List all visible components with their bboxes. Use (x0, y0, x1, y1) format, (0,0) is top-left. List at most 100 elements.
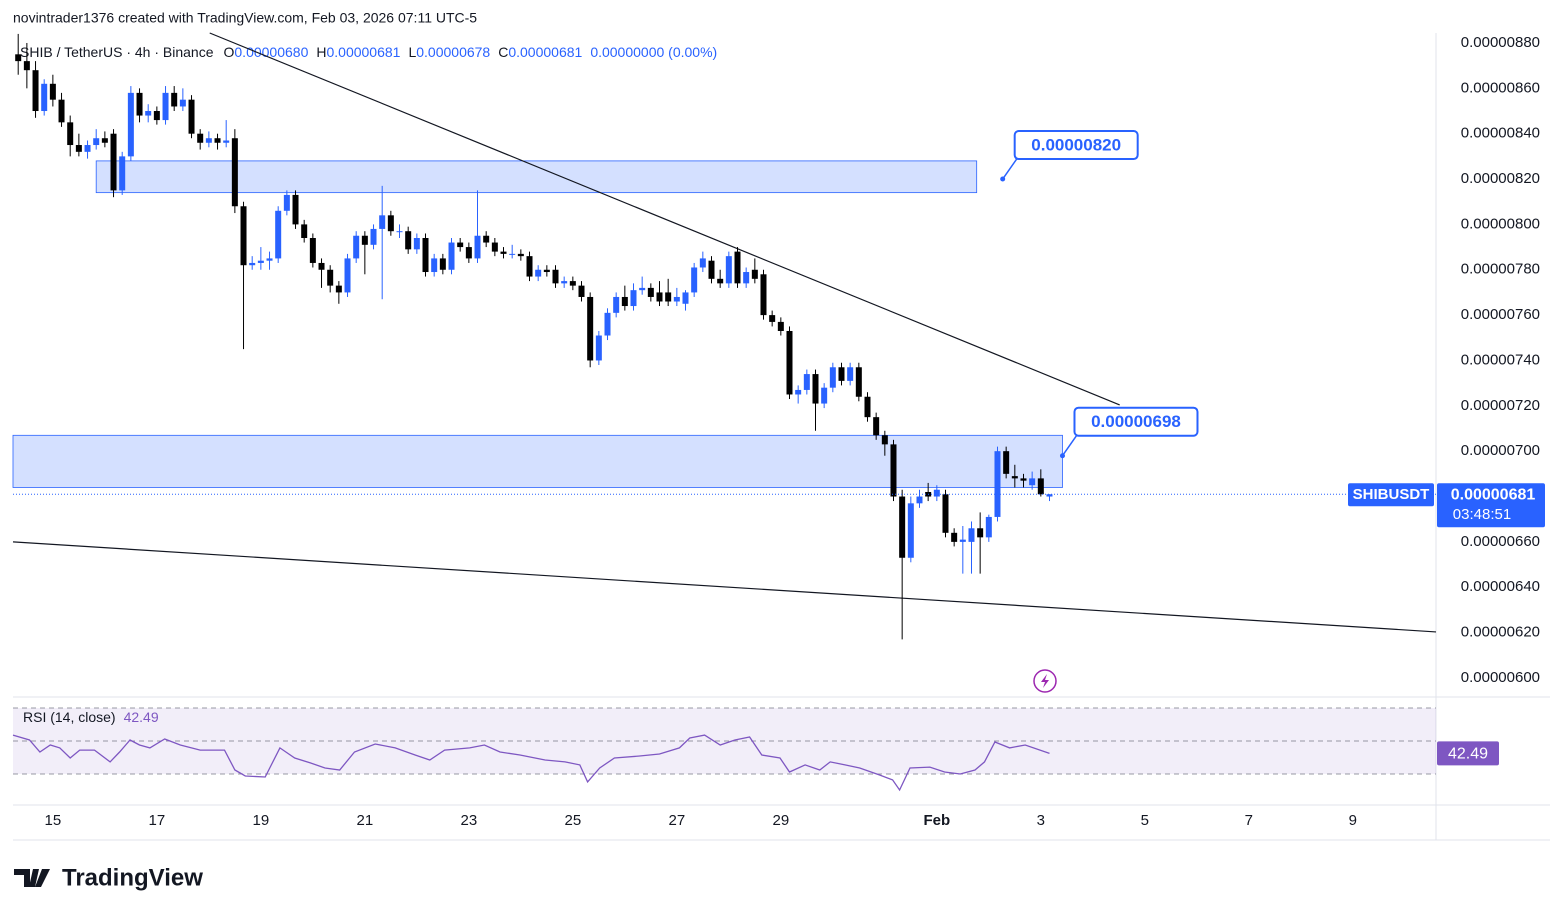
candle-body (309, 238, 316, 263)
candle-body (734, 251, 741, 284)
candle-body (994, 451, 1001, 517)
rsi-legend: RSI (14, close) 42.49 (23, 709, 159, 725)
candle-body (257, 260, 264, 263)
y-tick-label: 0.00000860 (1461, 79, 1540, 96)
x-tick-label: 23 (461, 812, 478, 829)
candle-body (483, 235, 490, 243)
candle-body (249, 262, 256, 266)
candle-body (751, 269, 758, 279)
candle-body (318, 262, 325, 270)
candle-body (933, 489, 940, 497)
candle-body (353, 235, 360, 259)
candle-body (500, 251, 507, 254)
x-tick-label: 27 (668, 812, 685, 829)
trendline (12, 541, 1437, 633)
candle-body (422, 238, 429, 273)
candle-body (188, 99, 195, 134)
candle-body (153, 111, 160, 121)
header: novintrader1376 created with TradingView… (13, 10, 477, 26)
candle-body (41, 83, 48, 112)
trendline (209, 32, 1120, 406)
candle-body (985, 516, 992, 538)
callout-leader (1002, 158, 1018, 180)
candle-body (777, 321, 784, 331)
candle-body (639, 287, 646, 291)
candle-body (84, 145, 91, 152)
candle-body (197, 133, 204, 143)
candle-body (812, 374, 819, 404)
symbol-tag-label: SHIBUSDT (1353, 486, 1430, 503)
price-countdown: 03:48:51 (1453, 506, 1511, 523)
callout-leader (1061, 435, 1078, 457)
legend-value: 0.00000678 (416, 44, 490, 60)
brand: TradingView (62, 864, 203, 891)
price-tag-label: 0.00000681 (1451, 486, 1536, 503)
x-tick-label: 7 (1245, 812, 1253, 829)
candle-body (396, 231, 403, 233)
y-tick-label: 0.00000660 (1461, 533, 1540, 550)
candle-body (491, 242, 498, 252)
callout-box (1013, 130, 1139, 161)
callout-box (1073, 406, 1199, 437)
candle-body (595, 335, 602, 361)
candle-body (266, 258, 273, 261)
candle-body (829, 367, 836, 388)
legend-key: L (408, 44, 416, 60)
candle-body (292, 194, 299, 225)
candle-body (457, 242, 464, 248)
candle-body (49, 83, 56, 100)
legend-key: H (316, 44, 326, 60)
legend-value: 0.00000680 (234, 44, 308, 60)
rsi-tag-label: 42.49 (1448, 746, 1488, 763)
candle-body (448, 242, 455, 270)
legend: SHIB / TetherUS · 4h · Binance O0.0000068… (20, 44, 717, 60)
rsi-value: 42.49 (124, 709, 159, 725)
candle-body (604, 312, 611, 336)
legend-symbol: SHIB / TetherUS · 4h · Binance (20, 44, 214, 60)
candle-body (873, 417, 880, 436)
candle-body (613, 296, 620, 313)
candle-body (517, 253, 524, 257)
y-tick-label: 0.00000600 (1461, 669, 1540, 686)
candle-body (413, 238, 420, 250)
candle-body (335, 285, 342, 293)
candle-body (855, 367, 862, 397)
y-tick-label: 0.00000760 (1461, 306, 1540, 323)
candle-body (699, 258, 706, 268)
zone (12, 434, 1063, 488)
candle-body (136, 92, 143, 116)
candle-body (110, 133, 117, 191)
candle-body (630, 290, 637, 307)
candle-body (405, 231, 412, 250)
candle-body (1046, 494, 1053, 497)
candle-body (977, 528, 984, 538)
legend-change: 0.00000000 (0.00%) (590, 44, 717, 60)
candle-body (968, 528, 975, 542)
candle-body (916, 496, 923, 504)
candle-body (101, 138, 108, 143)
candle-body (179, 99, 186, 107)
candle-body (743, 272, 750, 284)
candle-body (786, 330, 793, 395)
candle-body (1037, 478, 1044, 495)
candle-body (543, 269, 550, 273)
x-tick-label: 19 (253, 812, 270, 829)
callout-label: 0.00000698 (1091, 412, 1181, 431)
candle-body (1011, 476, 1018, 479)
candle-body (821, 387, 828, 404)
candle-body (673, 296, 680, 302)
candle-body (1020, 478, 1027, 481)
y-tick-label: 0.00000800 (1461, 215, 1540, 232)
candle-body (75, 145, 82, 152)
y-tick-label: 0.00000780 (1461, 261, 1540, 278)
candle-body (717, 278, 724, 284)
candle-body (361, 235, 368, 245)
brand-logo (14, 869, 50, 887)
candle-body (881, 435, 888, 445)
candle-body (708, 260, 715, 279)
x-tick-label: 17 (149, 812, 166, 829)
x-tick-label: 25 (564, 812, 581, 829)
candle-body (231, 138, 238, 207)
x-tick-label: 15 (45, 812, 62, 829)
